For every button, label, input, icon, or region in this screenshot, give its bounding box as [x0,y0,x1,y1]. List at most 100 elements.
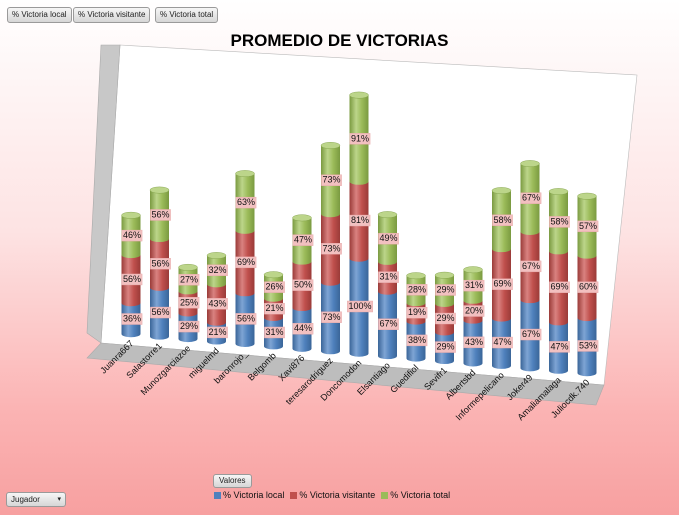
data-label-local-5: 31% [265,327,283,337]
bar-cap-4 [235,170,255,178]
data-label-total-12: 31% [465,280,483,290]
data-label-bg-6-1 [292,279,314,291]
data-label-bg-13-2 [492,214,513,226]
data-label-visitante-10: 19% [408,307,426,317]
legend-item-total: % Victoria total [381,490,450,500]
data-label-total-15: 58% [550,216,568,226]
data-label-total-2: 27% [180,274,198,284]
data-label-bg-7-0 [321,311,342,323]
field-button-victoria-total[interactable]: % Victoria total [155,7,219,23]
data-label-bg-4-2 [235,196,257,209]
bar-cap-0 [121,211,141,219]
data-label-bg-0-2 [121,229,143,242]
valores-filter-button[interactable]: Valores [213,474,252,488]
data-label-bg-16-1 [577,281,599,293]
data-label-bg-15-1 [549,281,570,293]
data-label-total-6: 47% [294,235,312,245]
data-label-bg-1-2 [150,209,171,221]
data-label-bg-8-0 [347,300,374,313]
data-label-total-9: 49% [379,233,397,243]
data-label-local-6: 44% [294,323,312,333]
data-label-local-15: 47% [550,341,568,351]
bar-cap-12 [463,266,483,274]
legend: % Victoria local % Victoria visitante % … [214,490,450,500]
data-label-bg-0-1 [121,273,143,286]
bar-stack-14 [520,160,540,372]
data-label-bg-12-0 [463,336,485,349]
field-button-victoria-local[interactable]: % Victoria local [7,7,72,23]
legend-swatch-visitante [290,491,298,499]
data-label-bg-14-0 [520,328,542,341]
data-label-bg-1-1 [150,258,171,270]
legend-swatch-total [381,491,389,499]
jugador-label: Jugador [11,495,40,504]
data-label-bg-10-2 [406,284,428,296]
data-label-bg-10-0 [406,334,428,347]
data-label-bg-3-1 [207,298,228,310]
floor [86,342,605,406]
data-label-bg-11-1 [435,312,456,325]
data-label-visitante-13: 69% [493,279,511,289]
data-label-local-16: 53% [579,340,597,350]
data-label-visitante-14: 67% [522,261,540,271]
data-label-local-11: 29% [436,342,454,352]
data-label-bg-9-2 [378,232,399,245]
bar-cap-16 [577,192,597,200]
data-label-visitante-7: 73% [322,243,340,253]
data-label-bg-15-0 [549,341,570,353]
bar-cap-7 [320,142,341,149]
data-label-bg-3-0 [207,326,228,339]
data-label-visitante-1: 56% [151,258,169,268]
data-label-total-8: 91% [351,133,369,143]
data-label-total-7: 73% [322,175,340,185]
data-label-bg-11-0 [435,341,456,353]
data-label-total-11: 29% [436,284,454,294]
data-label-bg-6-2 [292,234,314,246]
data-label-visitante-6: 50% [294,280,312,290]
data-label-bg-1-0 [150,306,171,319]
data-label-bg-4-1 [235,256,257,269]
data-label-local-0: 36% [123,314,141,324]
data-label-local-10: 38% [408,335,426,345]
data-label-local-13: 47% [493,337,511,347]
data-label-bg-7-2 [321,174,342,186]
data-label-total-4: 63% [237,197,255,207]
chart-title: PROMEDIO DE VICTORIAS [230,31,449,50]
legend-item-local: % Victoria local [214,490,284,500]
data-label-visitante-8: 81% [351,215,369,225]
chevron-down-icon: ▾ [57,496,61,503]
data-label-bg-5-1 [264,302,285,315]
data-label-bg-0-0 [121,313,143,325]
data-label-local-8: 100% [348,301,371,311]
data-label-bg-9-0 [378,318,399,330]
data-label-bg-8-2 [349,133,371,145]
data-label-visitante-0: 56% [123,274,141,284]
labels-layer: 36% 56% 46% 56% 56% 56% 29% 25% 27% 21% 43% 32% 56% 6… [121,133,599,353]
data-label-visitante-15: 69% [550,282,568,292]
bar-cap-3 [206,252,227,259]
legend-label-local: % Victoria local [223,490,285,500]
bar-cap-2 [178,263,198,271]
data-label-bg-16-2 [577,220,599,233]
legend-label-total: % Victoria total [390,490,451,500]
bar-cap-6 [292,214,312,222]
data-label-bg-12-2 [463,279,485,292]
field-button-victoria-visitante[interactable]: % Victoria visitante [73,7,151,23]
bar-cap-5 [263,271,284,279]
data-label-bg-11-2 [435,284,456,296]
data-label-bg-7-1 [321,243,342,255]
data-label-bg-12-1 [463,305,485,317]
data-label-visitante-9: 31% [379,272,397,282]
data-label-bg-6-0 [292,323,314,335]
legend-label-visitante: % Victoria visitante [299,490,376,500]
data-label-total-10: 28% [408,284,426,294]
data-label-bg-8-1 [349,214,371,227]
data-label-bg-2-0 [178,320,200,333]
data-label-total-13: 58% [493,215,511,225]
jugador-dropdown[interactable]: Jugador ▾ [6,492,66,507]
data-label-total-3: 32% [208,265,226,275]
data-label-local-12: 43% [465,337,483,347]
data-label-bg-14-1 [520,260,542,273]
data-label-bg-14-2 [520,192,542,204]
